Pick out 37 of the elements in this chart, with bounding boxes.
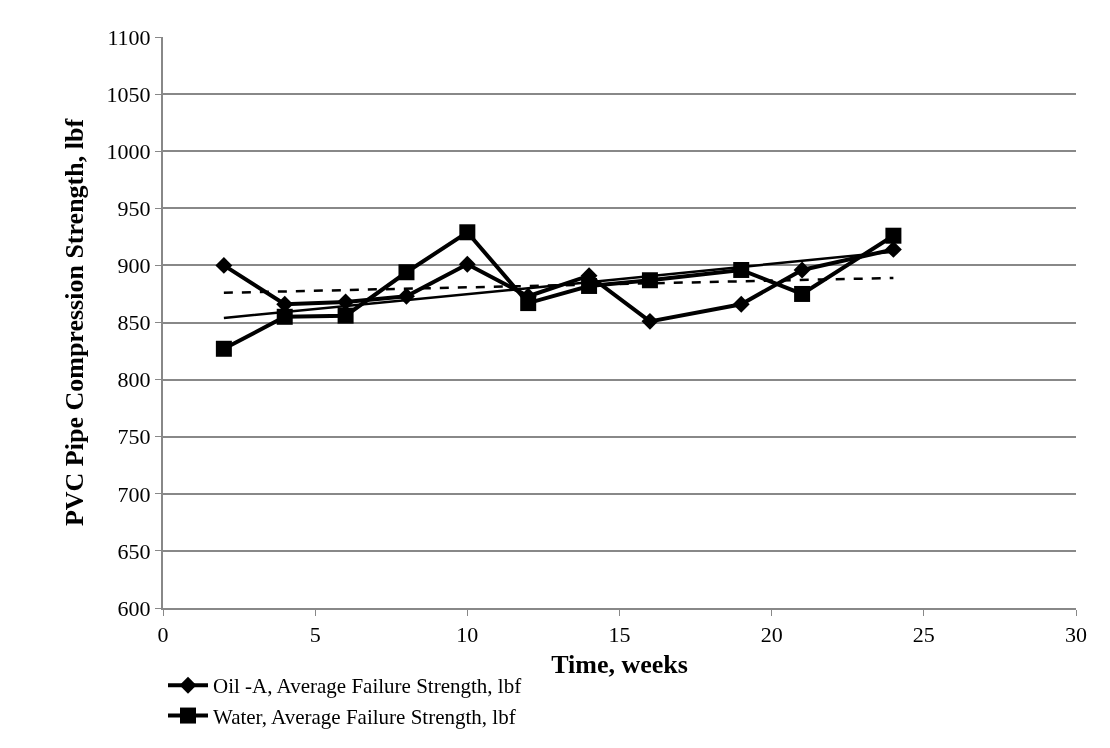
x-tick-label: 15	[608, 622, 631, 648]
point	[398, 287, 415, 305]
y-tick-label: 850	[117, 310, 151, 336]
x-tick-label: 30	[1065, 622, 1087, 648]
x-tick-label: 20	[760, 622, 783, 648]
y-tick-label: 600	[117, 595, 151, 621]
y-tick-label: 900	[117, 253, 151, 279]
point	[458, 255, 476, 273]
y-tick-label: 950	[117, 196, 151, 221]
point	[794, 285, 811, 302]
y-tick-label: 1100	[107, 24, 151, 50]
legend-label: Oil -A, Average Failure Strength, lbf	[213, 674, 522, 699]
point	[641, 312, 659, 330]
y-tick-label: 1050	[106, 81, 151, 107]
x-tick-label: 25	[912, 622, 935, 648]
x-tick-label: 5	[309, 622, 321, 648]
x-tick-label: 10	[456, 622, 479, 648]
x-tick-label: 0	[157, 622, 169, 648]
point	[215, 340, 232, 357]
point	[215, 256, 233, 274]
y-tick-label: 700	[117, 481, 151, 507]
point	[337, 307, 354, 324]
point	[733, 261, 750, 278]
point	[793, 261, 811, 279]
x-axis-title: Time, weeks	[551, 649, 688, 679]
point	[732, 295, 750, 313]
point	[459, 224, 476, 241]
y-tick-label: 650	[117, 538, 151, 564]
y-tick-label: 1000	[106, 138, 151, 164]
point	[641, 272, 658, 289]
point	[885, 227, 902, 244]
point	[398, 264, 415, 281]
y-tick-label: 800	[117, 367, 151, 393]
y-tick-label: 750	[117, 424, 151, 450]
point	[276, 308, 293, 325]
legend-label: Water, Average Failure Strength, lbf	[213, 704, 516, 729]
y-axis-title: PVC Pipe Compression Strength, lbf	[60, 118, 90, 527]
